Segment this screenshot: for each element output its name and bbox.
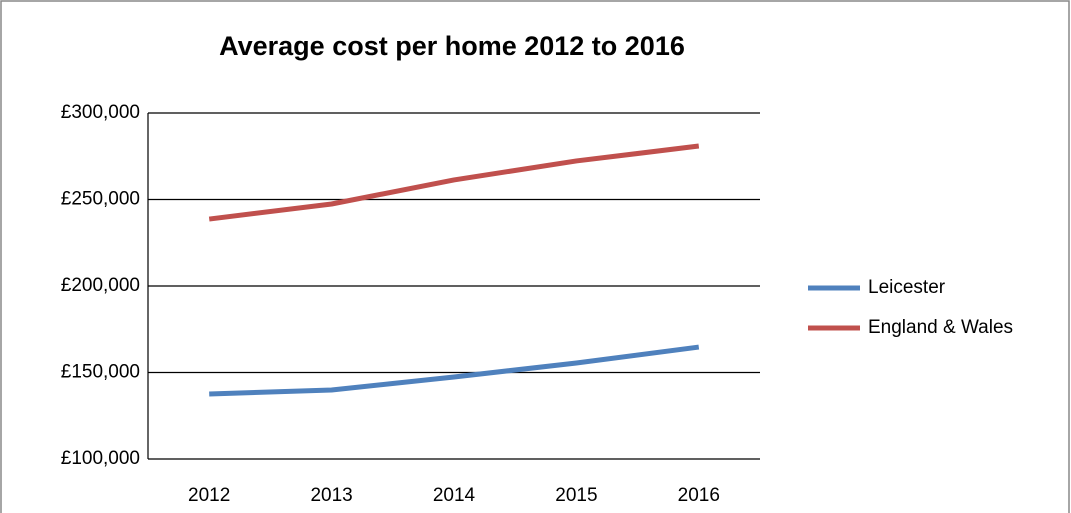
y-tick-label: £150,000 [61,362,140,383]
y-tick-label: £100,000 [61,448,140,469]
x-tick-label: 2016 [678,485,720,506]
y-tick-label: £200,000 [61,275,140,296]
legend-label: Leicester [868,277,946,298]
x-tick-label: 2013 [310,485,352,506]
x-tick-label: 2014 [433,485,476,506]
x-tick-label: 2015 [555,485,597,506]
y-tick-label: £300,000 [61,102,140,123]
legend-label: England & Wales [868,317,1013,338]
series-line [208,143,700,222]
series-line [209,344,700,397]
y-tick-label: £250,000 [61,189,140,210]
x-tick-label: 2012 [188,485,230,506]
chart-title: Average cost per home 2012 to 2016 [219,31,685,61]
